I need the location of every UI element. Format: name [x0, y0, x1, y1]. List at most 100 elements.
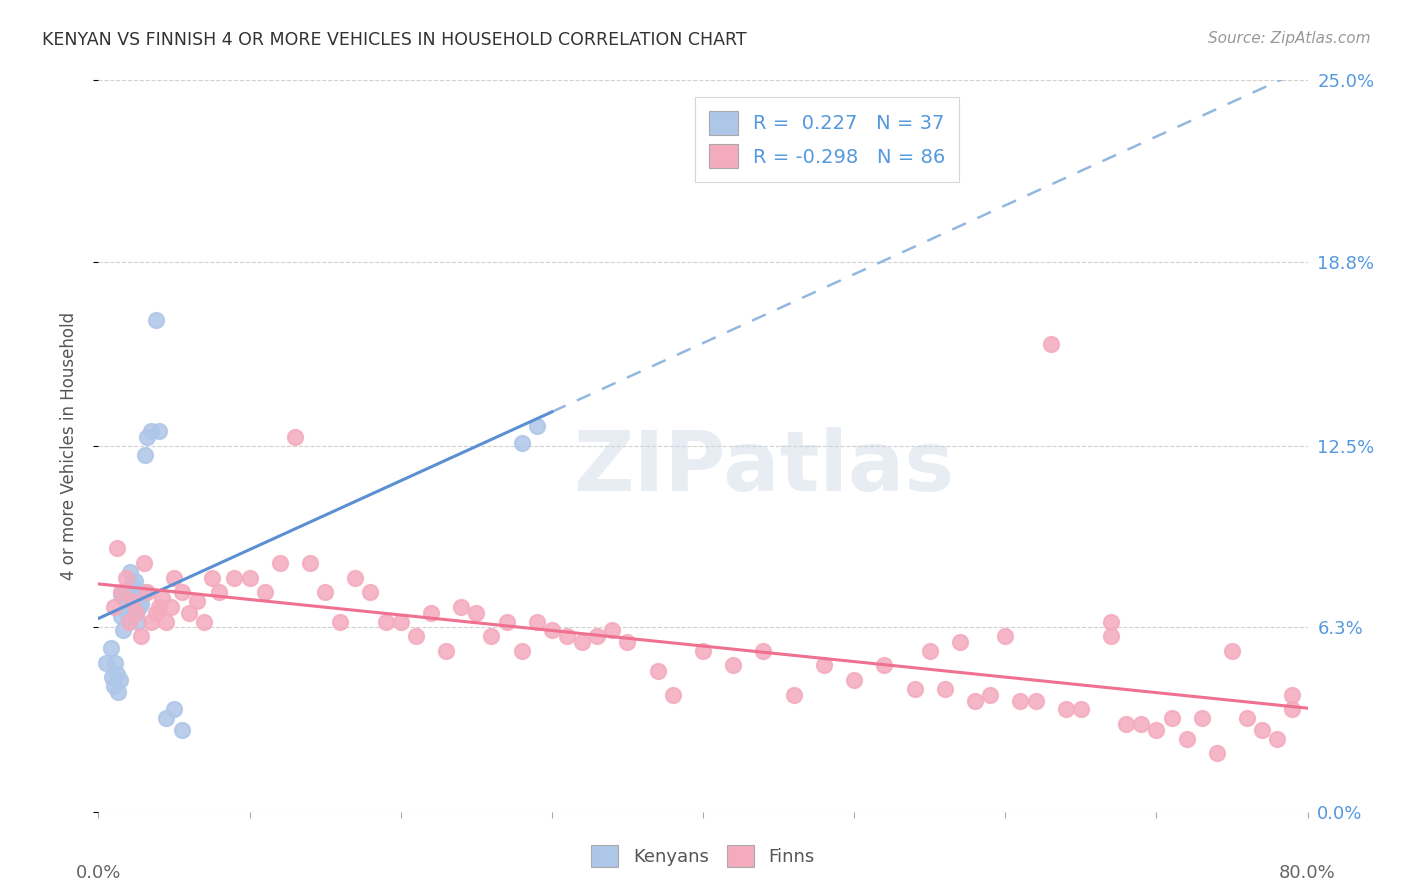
Point — [450, 599, 472, 614]
Point — [124, 574, 146, 588]
Point — [135, 585, 157, 599]
Point — [94, 656, 117, 670]
Point — [389, 615, 412, 629]
Point — [122, 591, 145, 606]
Point — [150, 591, 173, 606]
Point — [105, 667, 128, 681]
Point — [224, 571, 246, 585]
Text: 80.0%: 80.0% — [1279, 864, 1336, 882]
Point — [555, 629, 578, 643]
Point — [783, 688, 806, 702]
Point — [1099, 629, 1122, 643]
Point — [510, 436, 533, 450]
Point — [170, 723, 193, 737]
Point — [1251, 723, 1274, 737]
Point — [100, 640, 122, 655]
Point — [125, 606, 148, 620]
Point — [120, 565, 142, 579]
Point — [1054, 702, 1077, 716]
Point — [145, 313, 167, 327]
Point — [127, 615, 149, 629]
Point — [661, 688, 683, 702]
Point — [873, 658, 896, 673]
Point — [253, 585, 276, 599]
Point — [121, 594, 143, 608]
Point — [1130, 717, 1153, 731]
Point — [163, 571, 186, 585]
Point — [1070, 702, 1092, 716]
Point — [148, 599, 170, 614]
Point — [723, 658, 745, 673]
Point — [434, 644, 457, 658]
Point — [155, 615, 177, 629]
Point — [602, 624, 624, 638]
Point — [1039, 336, 1062, 351]
Point — [105, 541, 128, 556]
Text: KENYAN VS FINNISH 4 OR MORE VEHICLES IN HOUSEHOLD CORRELATION CHART: KENYAN VS FINNISH 4 OR MORE VEHICLES IN … — [42, 31, 747, 49]
Point — [160, 599, 183, 614]
Point — [118, 612, 141, 626]
Point — [284, 430, 307, 444]
Point — [1024, 693, 1046, 707]
Point — [129, 591, 152, 606]
Point — [155, 711, 177, 725]
Point — [329, 615, 352, 629]
Point — [208, 585, 231, 599]
Point — [1236, 711, 1258, 725]
Point — [112, 585, 135, 599]
Point — [1115, 717, 1137, 731]
Y-axis label: 4 or more Vehicles in Household: 4 or more Vehicles in Household — [59, 312, 77, 580]
Text: Source: ZipAtlas.com: Source: ZipAtlas.com — [1208, 31, 1371, 46]
Point — [934, 681, 956, 696]
Text: 0.0%: 0.0% — [76, 864, 121, 882]
Point — [186, 594, 208, 608]
Point — [128, 599, 150, 614]
Legend: Kenyans, Finns: Kenyans, Finns — [583, 838, 823, 874]
Point — [465, 606, 488, 620]
Point — [115, 606, 138, 620]
Point — [125, 606, 148, 620]
Legend: R =  0.227   N = 37, R = -0.298   N = 86: R = 0.227 N = 37, R = -0.298 N = 86 — [695, 97, 959, 182]
Point — [125, 594, 148, 608]
Point — [586, 629, 609, 643]
Point — [132, 556, 155, 570]
Point — [141, 615, 163, 629]
Point — [360, 585, 382, 599]
Point — [1281, 702, 1303, 716]
Point — [526, 418, 548, 433]
Point — [179, 606, 201, 620]
Point — [131, 588, 153, 602]
Point — [121, 576, 143, 591]
Point — [110, 588, 132, 602]
Point — [201, 571, 224, 585]
Point — [1267, 731, 1289, 746]
Point — [1099, 615, 1122, 629]
Point — [129, 629, 152, 643]
Point — [163, 702, 186, 716]
Point — [540, 624, 562, 638]
Point — [239, 571, 262, 585]
Point — [1160, 711, 1182, 725]
Point — [269, 556, 291, 570]
Point — [1010, 693, 1032, 707]
Point — [132, 585, 155, 599]
Point — [135, 430, 157, 444]
Point — [104, 656, 127, 670]
Point — [148, 425, 170, 439]
Point — [374, 615, 396, 629]
Text: ZIPatlas: ZIPatlas — [574, 427, 953, 508]
Point — [110, 608, 132, 623]
Point — [813, 658, 835, 673]
Point — [103, 599, 125, 614]
Point — [1206, 746, 1229, 760]
Point — [299, 556, 322, 570]
Point — [965, 693, 987, 707]
Point — [103, 679, 125, 693]
Point — [170, 585, 193, 599]
Point — [110, 585, 132, 599]
Point — [1220, 644, 1243, 658]
Point — [314, 585, 336, 599]
Point — [510, 644, 533, 658]
Point — [692, 644, 714, 658]
Point — [1191, 711, 1213, 725]
